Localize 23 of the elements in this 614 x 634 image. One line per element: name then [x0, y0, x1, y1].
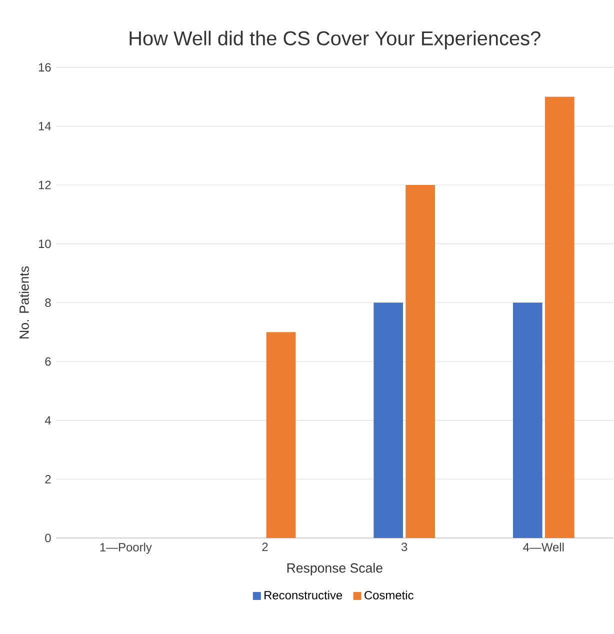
x-tick-label: 1—Poorly	[100, 542, 152, 554]
chart-title: How Well did the CS Cover Your Experiences?	[130, 30, 540, 50]
bar	[544, 96, 574, 538]
bar	[374, 302, 404, 538]
y-tick-label: 14	[38, 122, 51, 130]
y-tick-label: 0	[45, 534, 51, 542]
bar	[266, 332, 296, 538]
y-tick-label: 4	[44, 416, 51, 424]
y-axis-title: No. Patients	[19, 266, 29, 338]
y-tick-label: 8	[45, 298, 51, 307]
legend-label: Reconstructive	[264, 590, 342, 600]
y-tick-label: 6	[45, 357, 51, 366]
x-tick-label: 2	[262, 542, 268, 552]
bar	[513, 302, 542, 538]
x-tick-label: 4—Well	[523, 542, 564, 552]
y-tick-label: 10	[38, 240, 51, 248]
bar	[406, 184, 435, 538]
y-tick-label: 16	[38, 63, 51, 72]
legend-label: Cosmetic	[364, 590, 414, 600]
y-tick-label: 12	[38, 180, 51, 190]
x-tick-label: 3	[401, 542, 408, 552]
y-tick-label: 2	[45, 474, 51, 484]
x-axis-title: Response Scale	[287, 562, 382, 576]
